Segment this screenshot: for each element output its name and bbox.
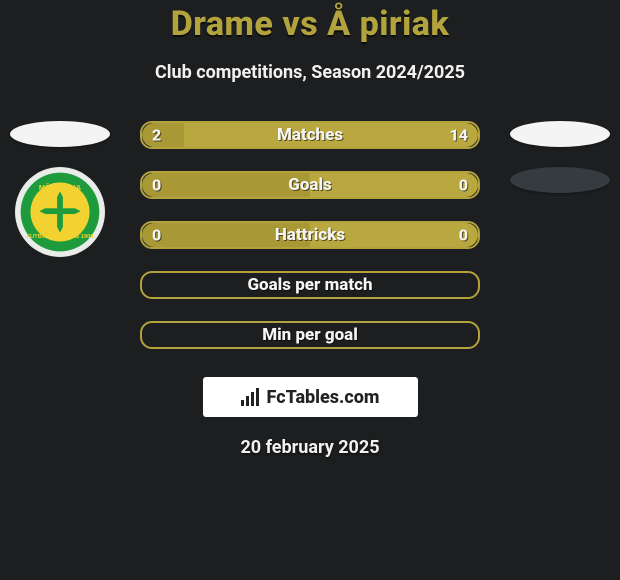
stat-bar: Min per goal bbox=[140, 321, 480, 349]
stat-label: Min per goal bbox=[262, 325, 358, 345]
stat-bar: 0 0 Hattricks bbox=[140, 221, 480, 249]
left-player-avatar-placeholder bbox=[10, 121, 110, 147]
stat-right-value: 0 bbox=[459, 176, 468, 195]
stat-bar: Goals per match bbox=[140, 271, 480, 299]
stat-label: Hattricks bbox=[275, 225, 345, 245]
brand-text: FcTables.com bbox=[267, 387, 380, 408]
stat-bar-left-fill bbox=[142, 123, 184, 147]
stat-left-value: 0 bbox=[152, 176, 161, 195]
right-club-badge-placeholder bbox=[510, 167, 610, 193]
stat-left-value: 0 bbox=[152, 226, 161, 245]
svg-text:MŠK ŽILINA: MŠK ŽILINA bbox=[39, 183, 82, 192]
brand-watermark: FcTables.com bbox=[203, 377, 418, 417]
stat-bar: 2 14 Matches bbox=[140, 121, 480, 149]
stat-label: Goals bbox=[288, 175, 332, 195]
stat-label: Matches bbox=[277, 125, 343, 145]
stat-bar-left-fill bbox=[142, 173, 310, 197]
stat-bars: 2 14 Matches 0 0 Goals 0 0 Hattricks Goals per ma… bbox=[140, 121, 480, 349]
stat-right-value: 0 bbox=[459, 226, 468, 245]
bar-chart-icon bbox=[241, 388, 261, 406]
svg-text:FUTBALOVÝ KLUB 1908: FUTBALOVÝ KLUB 1908 bbox=[27, 233, 95, 240]
stat-label: Goals per match bbox=[247, 275, 372, 295]
stat-right-value: 14 bbox=[450, 126, 468, 145]
stat-bar-right-fill bbox=[310, 173, 478, 197]
page-title: Drame vs Å piriak bbox=[0, 0, 620, 44]
comparison-body: MŠK ŽILINA FUTBALOVÝ KLUB 1908 214Match bbox=[0, 121, 620, 349]
page-subtitle: Club competitions, Season 2024/2025 bbox=[0, 62, 620, 83]
left-club-badge: MŠK ŽILINA FUTBALOVÝ KLUB 1908 bbox=[15, 167, 105, 257]
zilina-badge-icon: MŠK ŽILINA FUTBALOVÝ KLUB 1908 bbox=[19, 171, 101, 253]
stat-left-value: 2 bbox=[152, 126, 161, 145]
right-player-avatar-placeholder bbox=[510, 121, 610, 147]
comparison-infographic: Drame vs Å piriak Club competitions, Sea… bbox=[0, 0, 620, 580]
infographic-date: 20 february 2025 bbox=[0, 437, 620, 458]
stat-bar: 0 0 Goals bbox=[140, 171, 480, 199]
left-player-column: MŠK ŽILINA FUTBALOVÝ KLUB 1908 bbox=[0, 121, 120, 257]
right-player-column bbox=[500, 121, 620, 193]
